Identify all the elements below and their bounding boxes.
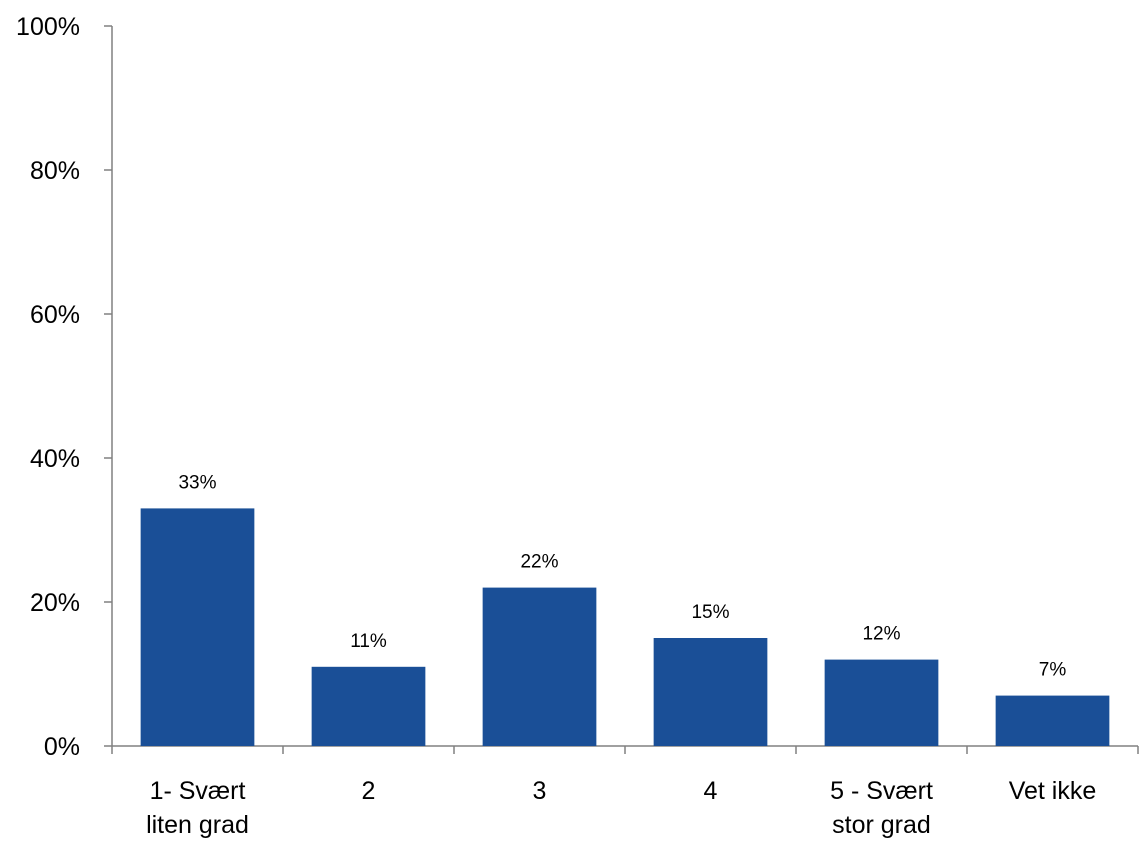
x-tick-label: 4 bbox=[704, 777, 718, 805]
bar bbox=[824, 659, 939, 746]
data-labels: 33% 11% 22% 15% 12% 7% bbox=[178, 472, 1066, 680]
bar bbox=[482, 587, 597, 746]
x-tick-label: 2 bbox=[362, 777, 376, 805]
y-tick-label: 80% bbox=[30, 157, 80, 185]
x-tick-label: 1- Svært liten grad bbox=[146, 777, 249, 839]
y-tick-label: 20% bbox=[30, 589, 80, 617]
x-tick-label: Vet ikke bbox=[1009, 777, 1097, 805]
y-tick-label: 0% bbox=[44, 733, 80, 761]
bar bbox=[311, 666, 426, 746]
data-label: 22% bbox=[520, 552, 558, 573]
y-tick-label: 60% bbox=[30, 301, 80, 329]
bar bbox=[140, 508, 255, 746]
y-tick-label: 40% bbox=[30, 445, 80, 473]
data-label: 12% bbox=[862, 624, 900, 645]
data-label: 11% bbox=[350, 631, 387, 652]
data-label: 7% bbox=[1039, 660, 1067, 681]
bars bbox=[140, 508, 1110, 746]
bar bbox=[995, 695, 1110, 746]
y-axis: 0% 20% 40% 60% 80% 100% bbox=[16, 13, 113, 761]
x-tick-label: 5 - Svært stor grad bbox=[830, 777, 933, 839]
data-label: 33% bbox=[178, 472, 216, 493]
bar bbox=[653, 638, 768, 746]
y-tick-label: 100% bbox=[16, 13, 80, 41]
data-label: 15% bbox=[691, 602, 729, 623]
x-tick-label: 3 bbox=[533, 777, 547, 805]
x-axis: 1- Svært liten grad 2 3 4 5 - Svært stor grad V… bbox=[111, 745, 1139, 839]
